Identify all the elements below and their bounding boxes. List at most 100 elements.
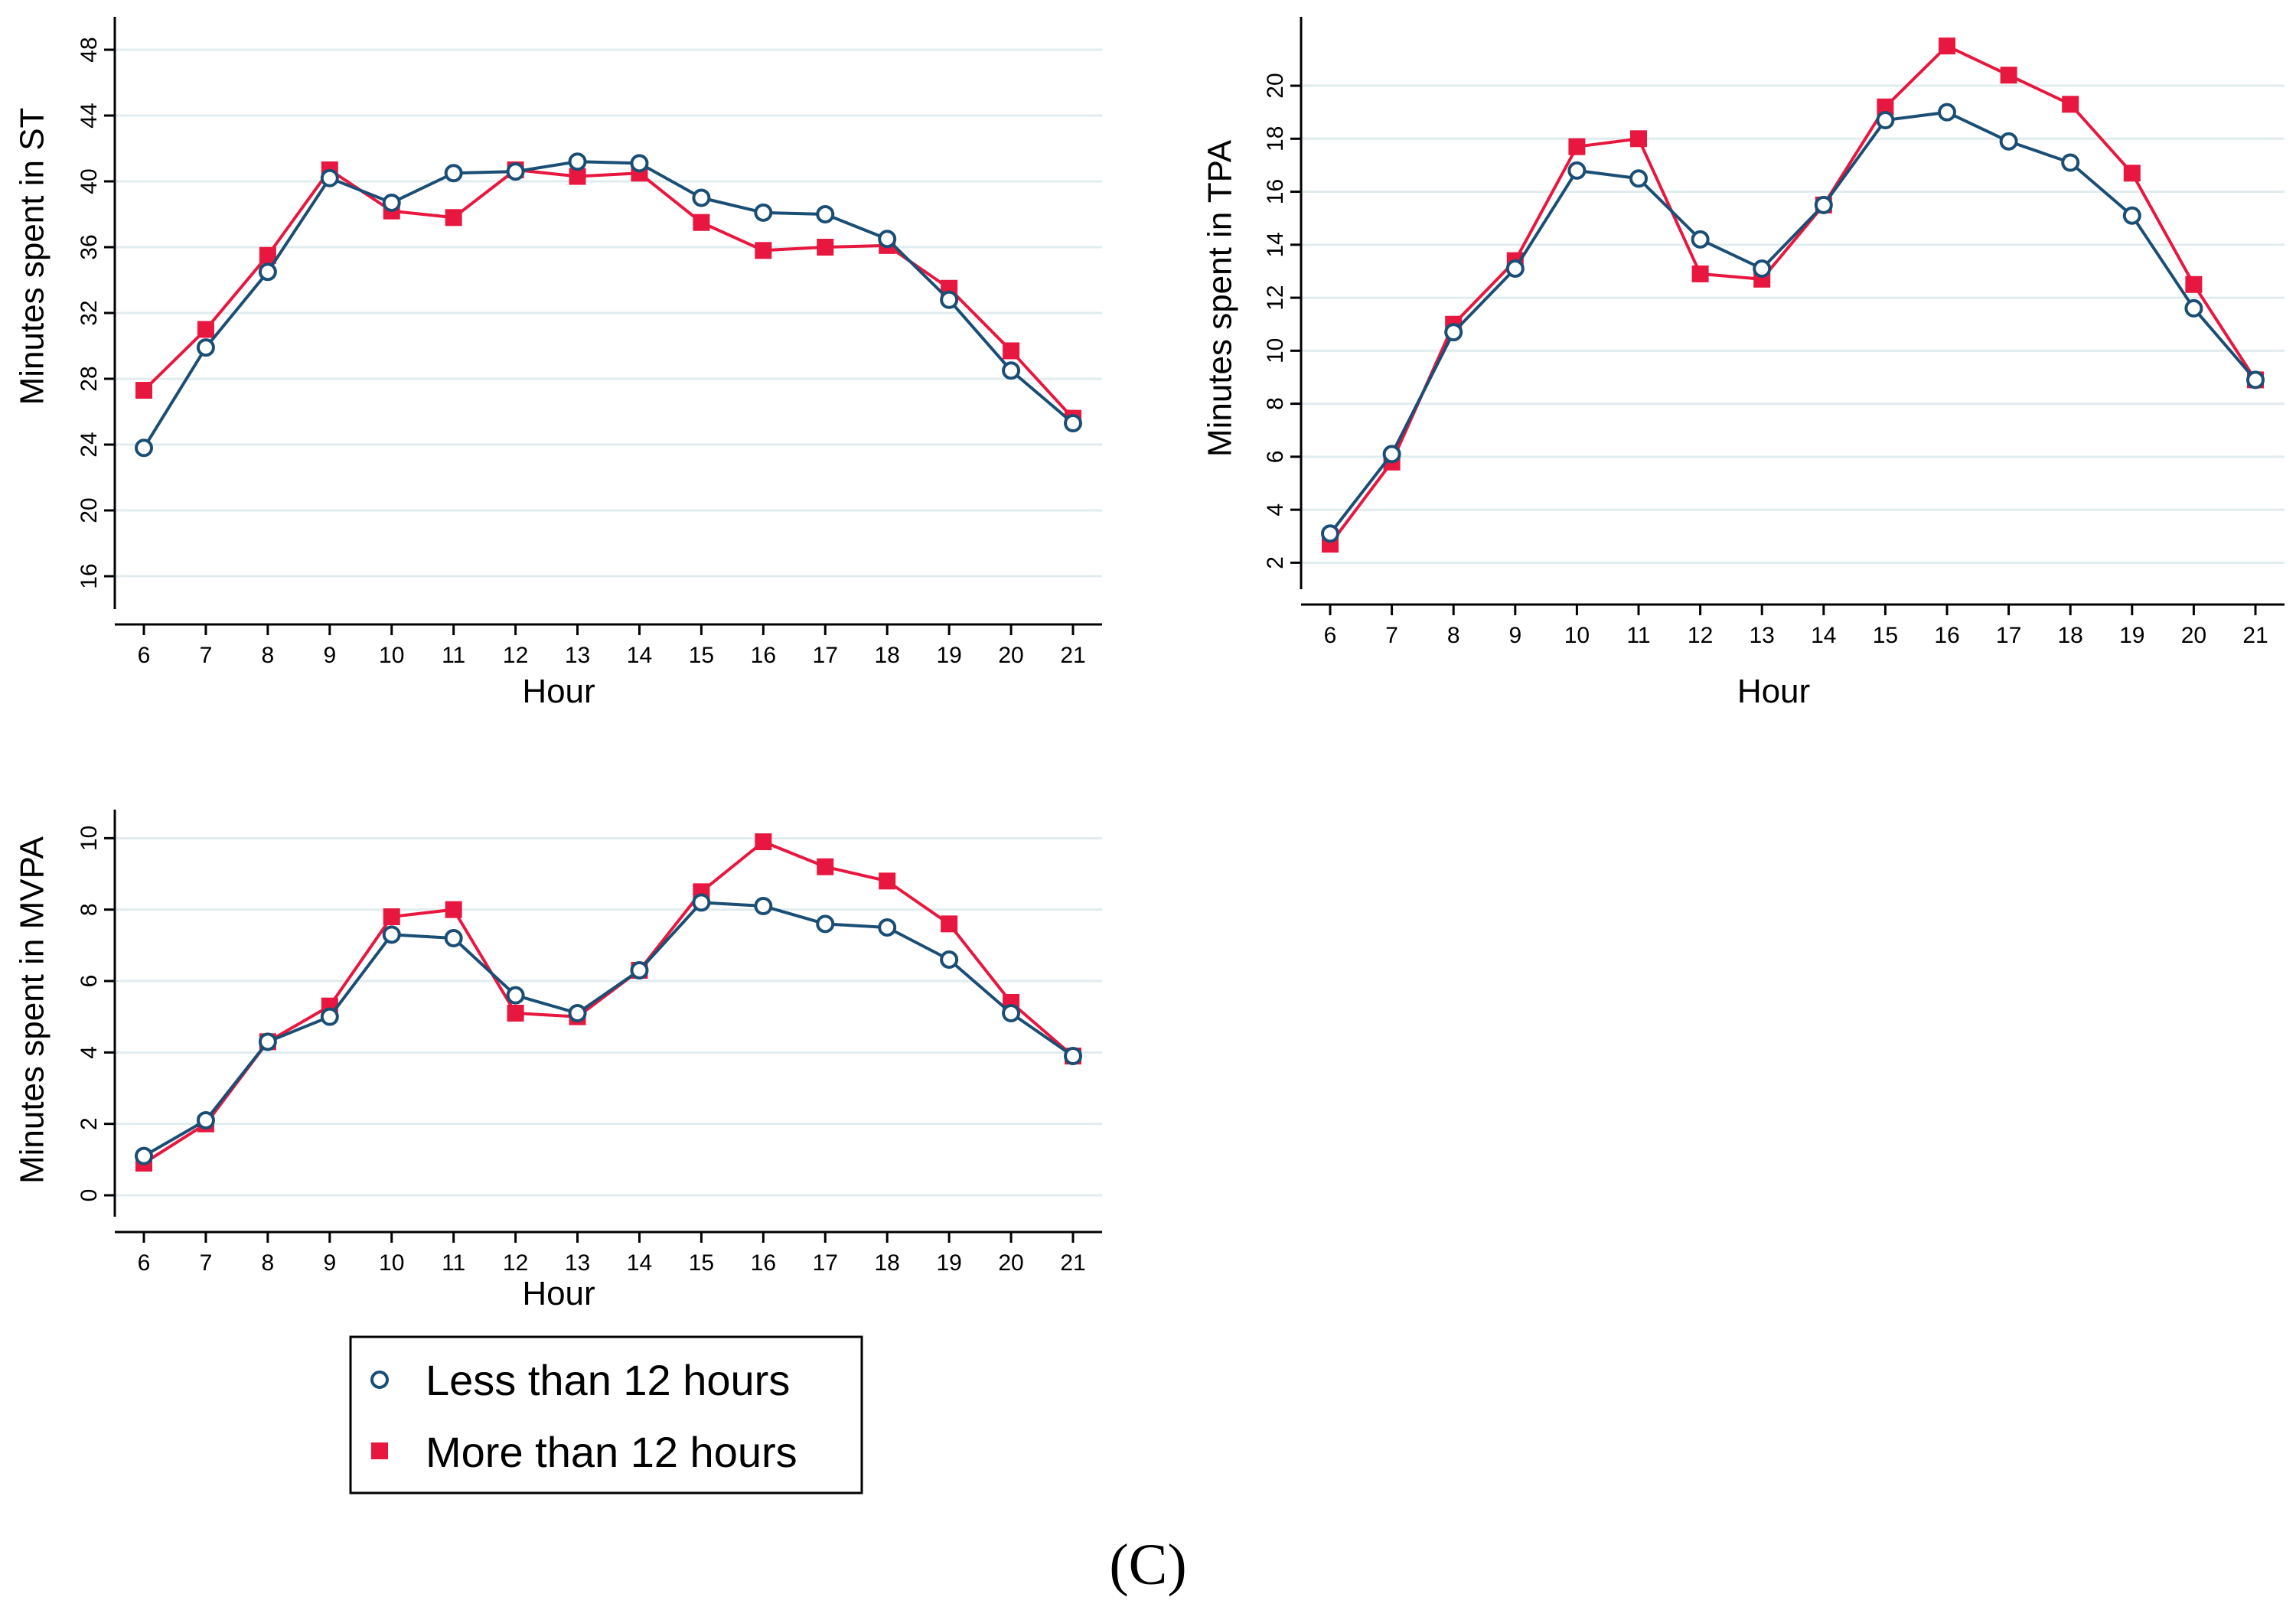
data-point-less	[1753, 259, 1772, 278]
data-point-less	[196, 1111, 215, 1129]
x-tick-label: 18	[875, 1250, 900, 1276]
data-point-less	[135, 1146, 153, 1165]
data-point-less	[2184, 298, 2203, 318]
data-point-less	[692, 188, 711, 207]
data-point-more	[1003, 342, 1020, 360]
y-tick-label: 2	[77, 1117, 102, 1130]
x-tick-label: 10	[1564, 623, 1590, 648]
data-point-more	[259, 246, 276, 264]
x-tick-label: 6	[1324, 623, 1337, 648]
x-tick-label: 10	[379, 643, 404, 668]
legend-label-more: More than 12 hours	[426, 1428, 797, 1476]
data-point-less	[630, 961, 649, 979]
x-axis-title: Hour	[522, 673, 595, 710]
y-tick-label: 20	[77, 497, 102, 523]
data-point-less	[1876, 111, 1895, 130]
y-tick-label: 12	[1263, 285, 1288, 310]
y-tick-label: 20	[1263, 73, 1288, 98]
data-point-more	[383, 908, 400, 925]
y-tick-label: 32	[77, 300, 102, 325]
data-point-less	[258, 1032, 277, 1051]
x-tick-label: 13	[565, 1250, 590, 1276]
x-tick-label: 7	[200, 1250, 213, 1276]
data-point-less	[816, 914, 835, 934]
y-tick-label: 24	[77, 432, 102, 457]
chart-panel-2: 2 4 6 8 10 12 14 16 18 20 6 7 8 9 10 11 12 13 14 15 16 17 18 19…	[1202, 17, 2285, 710]
data-point-more	[445, 209, 462, 227]
y-tick-label: 6	[77, 975, 102, 988]
y-tick-label: 14	[1263, 232, 1288, 257]
data-point-less	[320, 168, 339, 187]
figure-caption: (C)	[1109, 1533, 1186, 1597]
data-point-less	[568, 1004, 587, 1022]
data-point-less	[940, 290, 959, 309]
data-point-less	[1629, 169, 1648, 188]
y-axis-title: Minutes spent in ST	[14, 108, 51, 406]
x-axis-title: Hour	[522, 1275, 595, 1312]
legend-label-less: Less than 12 hours	[426, 1356, 790, 1404]
data-point-more	[755, 242, 772, 259]
x-tick-label: 11	[1626, 623, 1650, 648]
x-tick-label: 19	[936, 643, 961, 668]
x-tick-label: 12	[1688, 623, 1713, 648]
x-tick-label: 20	[998, 643, 1023, 668]
x-tick-label: 8	[262, 1250, 275, 1276]
series-line-less	[1329, 110, 2257, 535]
series-line-less	[143, 901, 1075, 1158]
data-point-less	[1505, 259, 1525, 278]
data-point-less	[816, 205, 835, 223]
data-point-more	[507, 1005, 524, 1022]
data-point-more	[879, 872, 896, 890]
data-point-more	[941, 915, 958, 933]
data-point-less	[1691, 230, 1710, 249]
data-point-less	[444, 929, 463, 947]
data-point-less	[630, 154, 649, 173]
data-point-less	[196, 338, 215, 357]
y-tick-label: 6	[1263, 451, 1288, 464]
data-point-less	[1002, 1004, 1021, 1022]
data-point-less	[568, 152, 587, 171]
data-point-less	[1064, 1047, 1082, 1065]
data-point-less	[1382, 445, 1401, 464]
y-tick-label: 4	[77, 1046, 102, 1059]
data-point-less	[2246, 370, 2265, 390]
chart-panel-1: 16 20 24 28 32 36 40 44 48 6 7 8 9 10 11 12 13 14 15 16 17 18…	[14, 17, 1102, 710]
data-point-more	[197, 321, 214, 338]
y-tick-label: 36	[77, 234, 102, 259]
data-point-more	[1630, 130, 1647, 148]
data-point-less	[506, 986, 525, 1005]
x-tick-label: 9	[323, 1250, 336, 1276]
x-tick-label: 21	[1060, 643, 1085, 668]
x-tick-label: 8	[1447, 623, 1460, 648]
x-tick-label: 17	[813, 643, 838, 668]
x-tick-label: 12	[503, 643, 528, 668]
data-point-less	[878, 918, 897, 937]
data-point-more	[135, 382, 152, 399]
y-tick-label: 4	[1263, 504, 1288, 517]
x-tick-label: 18	[2058, 623, 2083, 648]
y-tick-label: 44	[77, 103, 102, 128]
x-tick-label: 11	[442, 643, 465, 668]
x-tick-label: 19	[936, 1250, 961, 1276]
data-point-less	[1814, 195, 1833, 214]
data-point-less	[1321, 524, 1339, 543]
data-point-less	[1999, 132, 2018, 151]
data-point-less	[754, 203, 773, 222]
data-point-less	[258, 262, 277, 282]
x-tick-label: 15	[1873, 623, 1898, 648]
data-point-more	[1568, 138, 1586, 155]
data-point-more	[1877, 98, 1894, 116]
y-tick-label: 10	[77, 826, 102, 851]
x-tick-label: 17	[1996, 623, 2021, 648]
series-line-more	[142, 840, 1075, 1165]
x-tick-label: 11	[442, 1250, 465, 1276]
x-tick-label: 7	[1385, 623, 1398, 648]
x-tick-label: 9	[323, 643, 336, 668]
y-tick-label: 16	[1263, 179, 1288, 204]
series-line-more	[142, 168, 1075, 419]
x-tick-label: 21	[2242, 623, 2268, 648]
data-point-more	[693, 214, 710, 231]
data-point-less	[1444, 323, 1463, 342]
x-tick-label: 14	[627, 643, 652, 668]
